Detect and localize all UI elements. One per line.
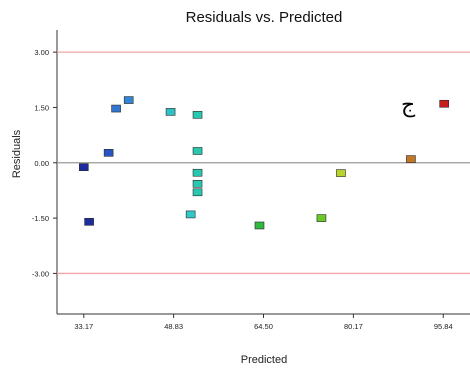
data-point-14 — [336, 169, 346, 177]
data-point-3 — [111, 104, 121, 113]
chart-title: Residuals vs. Predicted — [186, 9, 343, 26]
data-point-10 — [192, 180, 203, 188]
data-point-1 — [84, 217, 94, 226]
data-point-8 — [192, 147, 203, 155]
y-tick-label-0: 3.00 — [34, 48, 49, 57]
x-tick-label-2: 64.50 — [254, 322, 273, 331]
data-point-7 — [192, 111, 203, 119]
y-tick-label-2: 0.00 — [34, 159, 49, 168]
data-point-5 — [165, 108, 176, 116]
data-point-6 — [185, 210, 196, 219]
data-point-11 — [192, 188, 203, 197]
x-tick-label-0: 33.17 — [74, 322, 93, 331]
data-point-13 — [316, 214, 327, 222]
y-tick-label-4: -3.00 — [32, 269, 49, 278]
data-point-12 — [254, 221, 265, 230]
data-point-0 — [78, 163, 89, 172]
y-tick-label-3: -1.50 — [32, 214, 49, 223]
data-point-9 — [192, 168, 203, 177]
x-axis-label: Predicted — [241, 354, 287, 366]
data-point-16 — [439, 99, 449, 108]
chart-annotation: ج — [401, 93, 416, 118]
y-axis-label: Residuals — [11, 129, 23, 178]
plot-area: 3.00 1.50 0.00 -1.50 -3.00 33.17 48.83 64.50 80.… — [32, 30, 470, 331]
x-tick-label-1: 48.83 — [164, 322, 183, 331]
data-point-15 — [406, 155, 416, 163]
y-tick-label-1: 1.50 — [34, 103, 49, 112]
data-point-4 — [123, 96, 134, 104]
data-point-2 — [103, 149, 114, 157]
x-tick-label-4: 95.84 — [434, 322, 453, 331]
x-tick-label-3: 80.17 — [344, 322, 363, 331]
